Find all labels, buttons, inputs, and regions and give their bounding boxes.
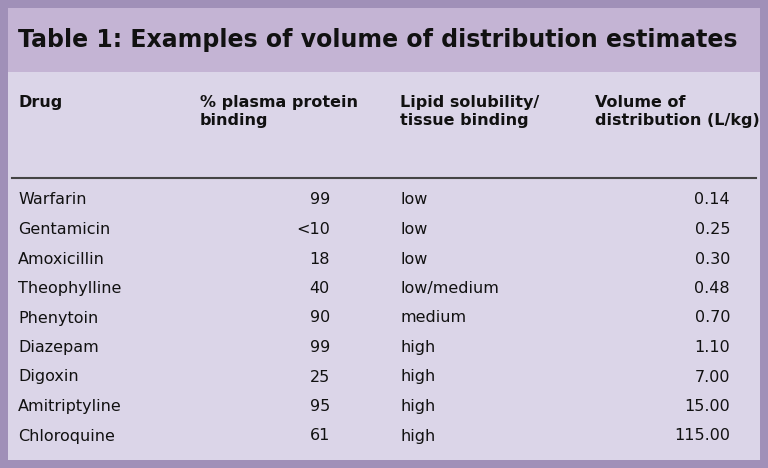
Text: Amoxicillin: Amoxicillin <box>18 251 105 266</box>
Text: low: low <box>400 251 427 266</box>
Text: 0.14: 0.14 <box>694 192 730 207</box>
Text: 95: 95 <box>310 399 330 414</box>
Text: 99: 99 <box>310 340 330 355</box>
Text: 15.00: 15.00 <box>684 399 730 414</box>
Text: Phenytoin: Phenytoin <box>18 310 98 326</box>
Text: low: low <box>400 222 427 237</box>
Text: 0.70: 0.70 <box>694 310 730 326</box>
Text: Gentamicin: Gentamicin <box>18 222 111 237</box>
Text: Digoxin: Digoxin <box>18 370 78 385</box>
Text: Diazepam: Diazepam <box>18 340 99 355</box>
Text: 18: 18 <box>310 251 330 266</box>
Text: 25: 25 <box>310 370 330 385</box>
Text: 99: 99 <box>310 192 330 207</box>
Text: 90: 90 <box>310 310 330 326</box>
Text: 7.00: 7.00 <box>694 370 730 385</box>
Text: high: high <box>400 429 435 444</box>
Text: 1.10: 1.10 <box>694 340 730 355</box>
FancyBboxPatch shape <box>8 8 760 72</box>
Text: high: high <box>400 340 435 355</box>
Text: Drug: Drug <box>18 95 62 110</box>
Text: 0.30: 0.30 <box>694 251 730 266</box>
Text: Table 1: Examples of volume of distribution estimates: Table 1: Examples of volume of distribut… <box>18 28 737 52</box>
Text: 40: 40 <box>310 281 330 296</box>
Text: Lipid solubility/
tissue binding: Lipid solubility/ tissue binding <box>400 95 539 128</box>
Text: % plasma protein
binding: % plasma protein binding <box>200 95 358 128</box>
Text: Theophylline: Theophylline <box>18 281 121 296</box>
Text: <10: <10 <box>296 222 330 237</box>
Text: Chloroquine: Chloroquine <box>18 429 115 444</box>
Text: Volume of
distribution (L/kg): Volume of distribution (L/kg) <box>595 95 760 128</box>
Text: medium: medium <box>400 310 466 326</box>
Text: 61: 61 <box>310 429 330 444</box>
FancyBboxPatch shape <box>8 72 760 460</box>
Text: low: low <box>400 192 427 207</box>
Text: Warfarin: Warfarin <box>18 192 87 207</box>
Text: high: high <box>400 399 435 414</box>
Text: high: high <box>400 370 435 385</box>
Text: 0.25: 0.25 <box>694 222 730 237</box>
Text: low/medium: low/medium <box>400 281 499 296</box>
Text: 115.00: 115.00 <box>674 429 730 444</box>
Text: Amitriptyline: Amitriptyline <box>18 399 122 414</box>
Text: 0.48: 0.48 <box>694 281 730 296</box>
